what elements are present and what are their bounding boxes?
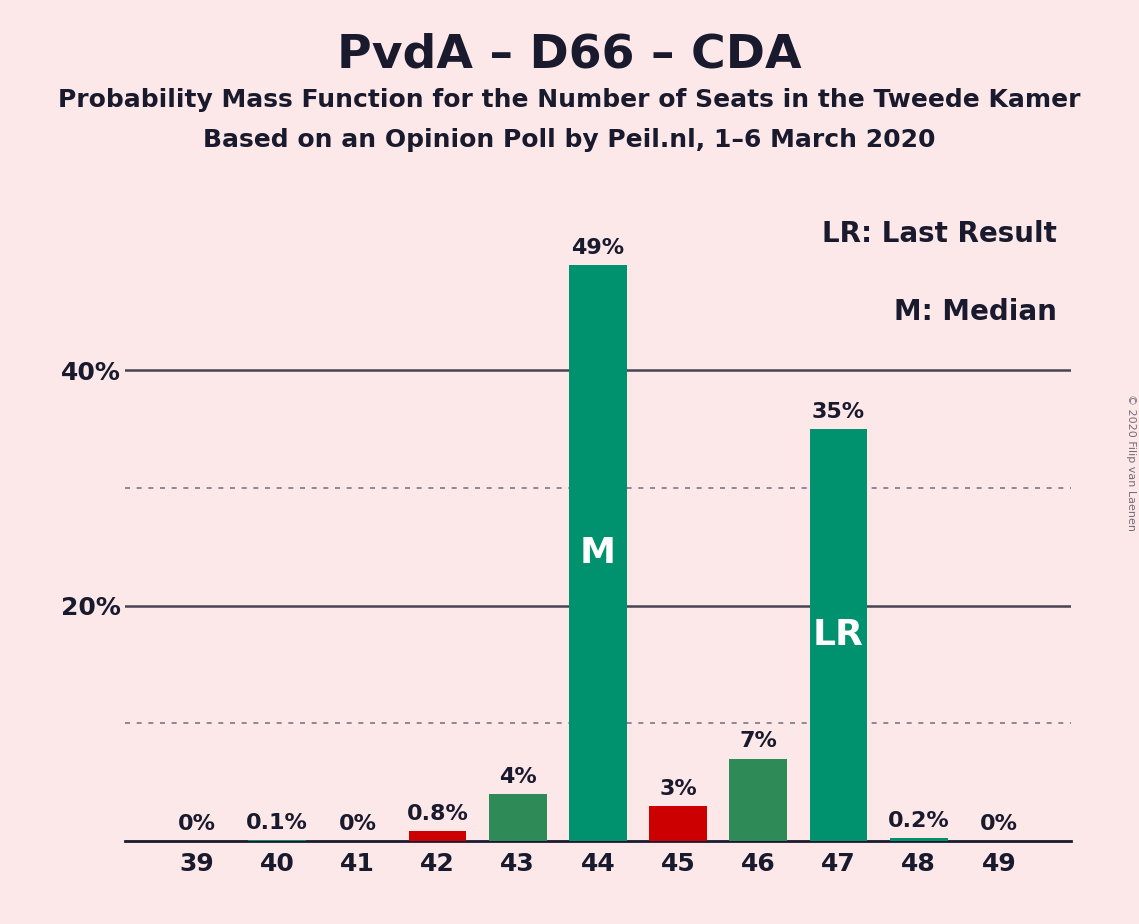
Text: LR: Last Result: LR: Last Result bbox=[821, 220, 1057, 248]
Text: LR: LR bbox=[813, 618, 863, 652]
Text: 3%: 3% bbox=[659, 779, 697, 798]
Text: M: Median: M: Median bbox=[894, 298, 1057, 325]
Bar bbox=[248, 840, 306, 841]
Text: M: M bbox=[580, 536, 616, 570]
Text: 0%: 0% bbox=[980, 814, 1018, 833]
Text: 0.8%: 0.8% bbox=[407, 805, 468, 824]
Text: 0.2%: 0.2% bbox=[887, 811, 950, 832]
Text: 4%: 4% bbox=[499, 767, 536, 786]
Bar bbox=[570, 264, 626, 841]
Bar bbox=[729, 759, 787, 841]
Bar bbox=[649, 806, 707, 841]
Text: PvdA – D66 – CDA: PvdA – D66 – CDA bbox=[337, 32, 802, 78]
Text: 49%: 49% bbox=[572, 237, 624, 258]
Text: 0%: 0% bbox=[178, 814, 216, 833]
Text: Probability Mass Function for the Number of Seats in the Tweede Kamer: Probability Mass Function for the Number… bbox=[58, 88, 1081, 112]
Text: 0.1%: 0.1% bbox=[246, 812, 309, 833]
Bar bbox=[409, 832, 467, 841]
Text: Based on an Opinion Poll by Peil.nl, 1–6 March 2020: Based on an Opinion Poll by Peil.nl, 1–6… bbox=[203, 128, 936, 152]
Bar bbox=[489, 794, 547, 841]
Text: © 2020 Filip van Laenen: © 2020 Filip van Laenen bbox=[1126, 394, 1136, 530]
Bar bbox=[890, 838, 948, 841]
Bar bbox=[810, 430, 867, 841]
Text: 0%: 0% bbox=[338, 814, 377, 833]
Text: 7%: 7% bbox=[739, 732, 777, 751]
Text: 35%: 35% bbox=[812, 402, 865, 422]
